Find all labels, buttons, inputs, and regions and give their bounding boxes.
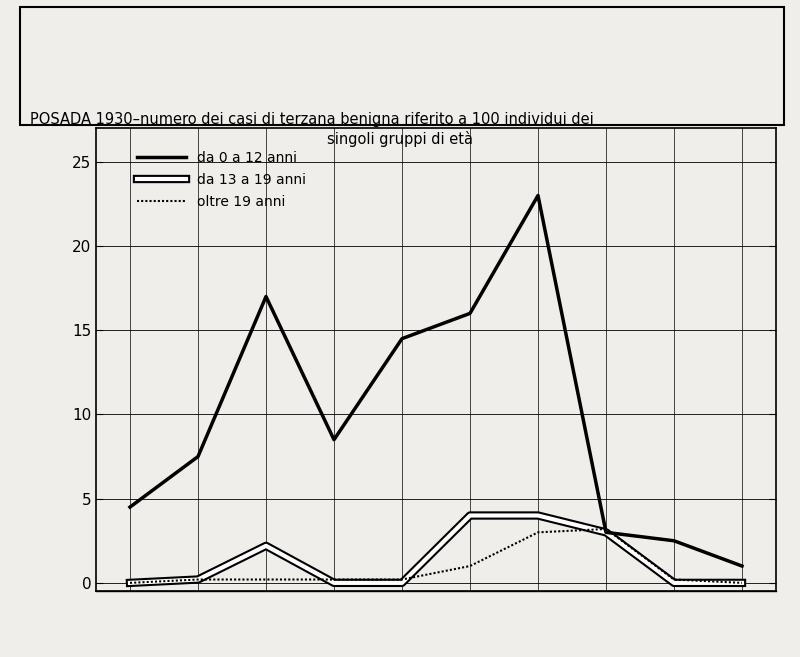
Text: singoli gruppi di età: singoli gruppi di età xyxy=(327,131,473,147)
Legend: da 0 a 12 anni, da 13 a 19 anni, oltre 19 anni: da 0 a 12 anni, da 13 a 19 anni, oltre 1… xyxy=(130,145,313,215)
Text: POSADA 1930–numero dei casi di terzana benigna riferito a 100 individui dei: POSADA 1930–numero dei casi di terzana b… xyxy=(30,112,594,127)
